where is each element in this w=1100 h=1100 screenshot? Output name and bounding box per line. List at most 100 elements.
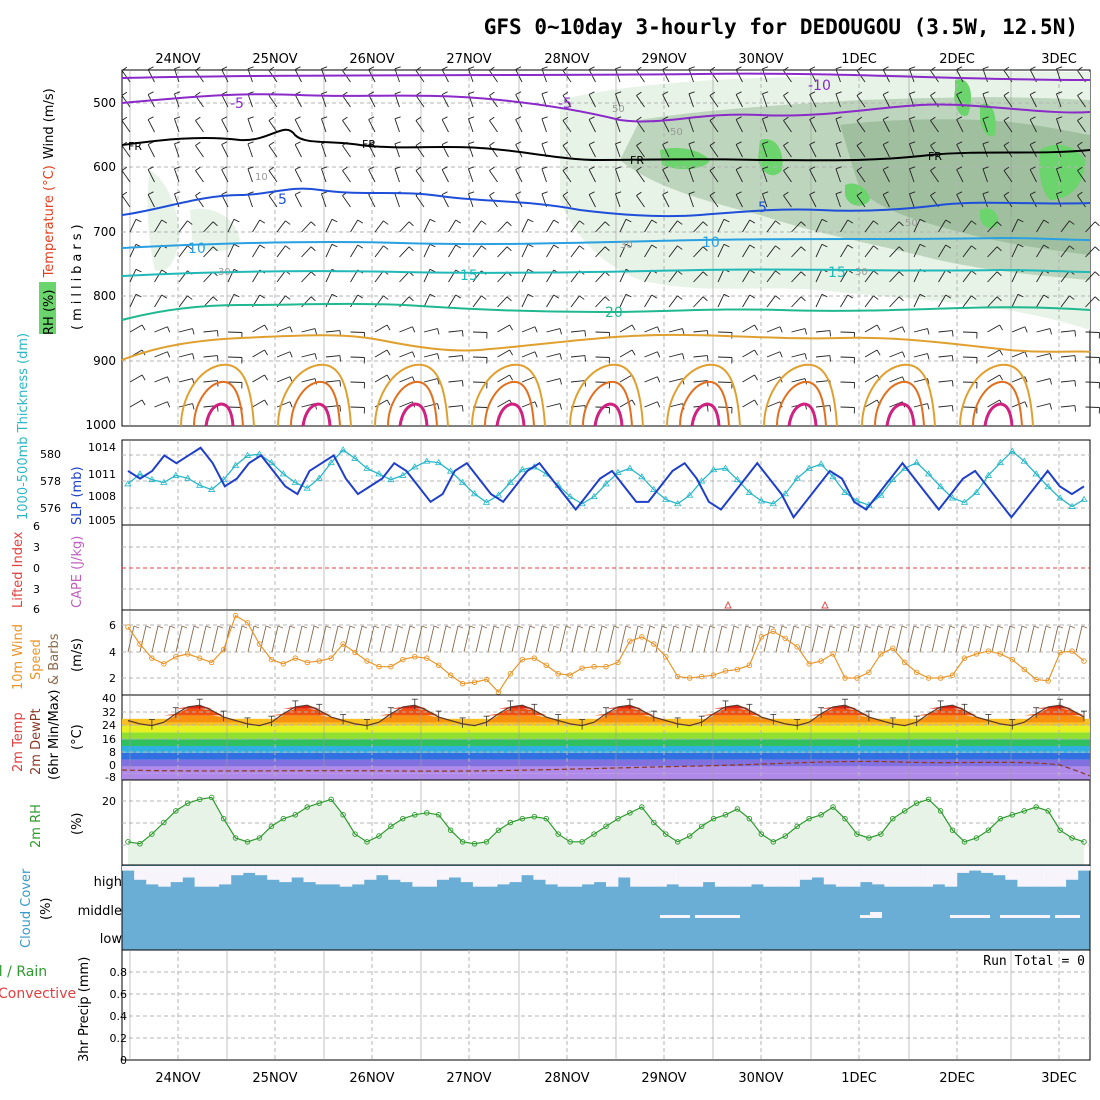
- high-cloud-gap: [158, 866, 171, 887]
- wind-barb: [374, 349, 388, 358]
- wind-barb-flag: [876, 349, 881, 356]
- li-tick-6-top: 6: [33, 520, 40, 533]
- wind-barb: [350, 244, 359, 258]
- wind-barb: [415, 195, 425, 208]
- contour-30-lobe: [666, 363, 741, 427]
- contour-35-lobe: [679, 380, 730, 427]
- wind-barb: [399, 221, 410, 233]
- rh-legend-swatch: [39, 282, 56, 334]
- wind-barb-flag: [310, 271, 316, 277]
- wind-barb: [562, 170, 572, 183]
- wind-barb-flag: [1074, 380, 1076, 387]
- wind-barb: [909, 143, 915, 158]
- high-cloud-gap: [727, 866, 740, 887]
- wind-barb: [809, 194, 817, 208]
- wind10m-speed-line: [127, 614, 1085, 694]
- wind-barb-flag: [534, 326, 538, 333]
- wind-barb-flag: [800, 271, 806, 277]
- thickness-tick-576: 576: [40, 502, 61, 515]
- high-cloud-gap: [230, 866, 244, 876]
- thickness-marker: [458, 478, 467, 485]
- wind-barb: [717, 269, 725, 283]
- wind-barb-flag: [489, 66, 495, 71]
- wind-barb: [570, 245, 580, 258]
- wind-barb: [546, 353, 561, 358]
- slp-thickness-panel: 580 578 576 1014 1011 1008 1005 1000-500…: [16, 333, 1091, 527]
- temp-label-3: (6hr Min/Max): [47, 690, 62, 780]
- wind-barb-flag: [264, 399, 269, 406]
- thickness-marker: [590, 492, 598, 500]
- wind10-barb-flag: [625, 625, 632, 629]
- wind-barb: [735, 169, 743, 183]
- wind-barb-flag: [951, 355, 954, 362]
- wind-barb-flag: [956, 166, 963, 170]
- wind-barb: [374, 270, 384, 283]
- wind-barb: [889, 296, 900, 308]
- label-10-east: 10: [702, 235, 720, 251]
- top-date-axis: 24NOV 25NOV 26NOV 27NOV 28NOV 29NOV 30NOV 1DEC 2…: [155, 52, 1076, 67]
- cloud-level-low: low: [100, 932, 123, 947]
- wind-barb: [203, 330, 218, 333]
- wind-barb-flag: [688, 66, 695, 70]
- wind-barb: [982, 168, 988, 183]
- thickness-marker: [506, 478, 515, 485]
- wind-barb: [423, 328, 438, 333]
- wind-barb: [1077, 120, 1086, 133]
- wind10-barb: [271, 625, 279, 653]
- wind10-barb: [1051, 625, 1059, 653]
- bottom-date-label: 1DEC: [841, 1071, 877, 1086]
- wind-barb: [1011, 219, 1019, 233]
- wind10m_speed-marker: [280, 661, 287, 667]
- wind-barb: [394, 168, 400, 183]
- wind-barb: [423, 403, 438, 408]
- wind-barb: [252, 244, 261, 258]
- wind10-barb-flag: [145, 625, 152, 629]
- rh2m-marker: [400, 815, 406, 822]
- wind-barb-flag: [437, 328, 440, 335]
- temp-tick-minus8: -8: [105, 771, 116, 784]
- label-rh-30-west: 30: [218, 267, 231, 278]
- thickness-marker: [1056, 494, 1064, 501]
- wind10-barb-flag: [577, 625, 584, 629]
- li-tick-6-bottom: 6: [33, 603, 40, 616]
- wind10-barb-flag: [697, 625, 704, 629]
- thickness-tick-580: 580: [40, 448, 61, 461]
- label-10-west: 10: [188, 241, 206, 257]
- wind-barb-flag: [873, 220, 879, 225]
- wind-barb: [766, 376, 781, 383]
- wind-barb: [644, 294, 653, 308]
- thickness-marker: [399, 471, 407, 478]
- wind-barb-flag: [221, 91, 228, 95]
- rh2m-marker: [483, 839, 490, 845]
- wind10-barb-flag: [313, 625, 320, 629]
- tick-1000: 1000: [85, 418, 116, 432]
- wind-barb-flag: [982, 66, 989, 70]
- wind10-barb-flag: [409, 625, 416, 629]
- wind-barb-flag: [762, 116, 769, 120]
- high-cloud-gap: [569, 866, 583, 887]
- label-fr-2: FR: [362, 138, 376, 151]
- wind-barb-flag: [956, 141, 963, 145]
- thickness-marker: [243, 451, 252, 458]
- wind-barb-flag: [657, 401, 661, 408]
- wind-barb-flag: [735, 166, 742, 170]
- wind-barb: [815, 355, 830, 358]
- rh2m-marker: [615, 815, 621, 822]
- wind10-barb-flag: [529, 625, 536, 629]
- wind-barb-flag: [1017, 243, 1024, 248]
- wind-barb-flag: [754, 374, 759, 381]
- high-cloud-gap: [485, 866, 498, 887]
- contour-30-lobe: [277, 363, 352, 427]
- wind-barb: [615, 118, 621, 133]
- wind-barb-flag: [285, 220, 291, 225]
- wind-barb: [129, 219, 137, 233]
- wind-barb-flag: [461, 405, 464, 412]
- tick-700: 700: [93, 225, 116, 239]
- wind10-barb: [775, 625, 783, 653]
- wind-barb-flag: [468, 166, 475, 170]
- wind-barb: [619, 244, 627, 258]
- wind-barb-flag: [971, 270, 977, 275]
- wind10-barb-flag: [913, 625, 920, 629]
- wind-barb: [840, 294, 849, 308]
- wind-barb: [1011, 294, 1019, 308]
